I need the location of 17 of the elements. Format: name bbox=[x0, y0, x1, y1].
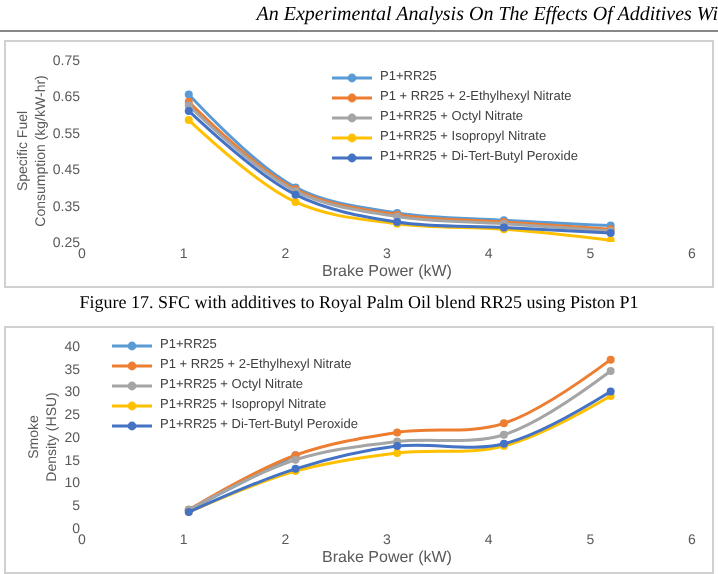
caption: Figure 17. SFC with additives to Royal Palm Oil blend RR25 using Piston P1 bbox=[77, 292, 641, 312]
point bbox=[184, 90, 193, 99]
text: An Experimental Analysis On The Effects Of Additives Wi bbox=[0, 4, 718, 32]
point bbox=[393, 448, 402, 457]
point bbox=[184, 106, 193, 115]
x-axis-title: Brake Power (kW) bbox=[322, 262, 453, 280]
point bbox=[291, 197, 300, 206]
point bbox=[499, 419, 508, 428]
point bbox=[606, 236, 615, 242]
x-axis-title: Brake Power (kW) bbox=[322, 548, 453, 566]
point bbox=[393, 442, 402, 451]
point bbox=[184, 116, 193, 125]
point bbox=[393, 428, 402, 437]
point bbox=[606, 355, 615, 364]
point bbox=[606, 387, 615, 396]
point bbox=[606, 367, 615, 376]
point bbox=[499, 430, 508, 439]
